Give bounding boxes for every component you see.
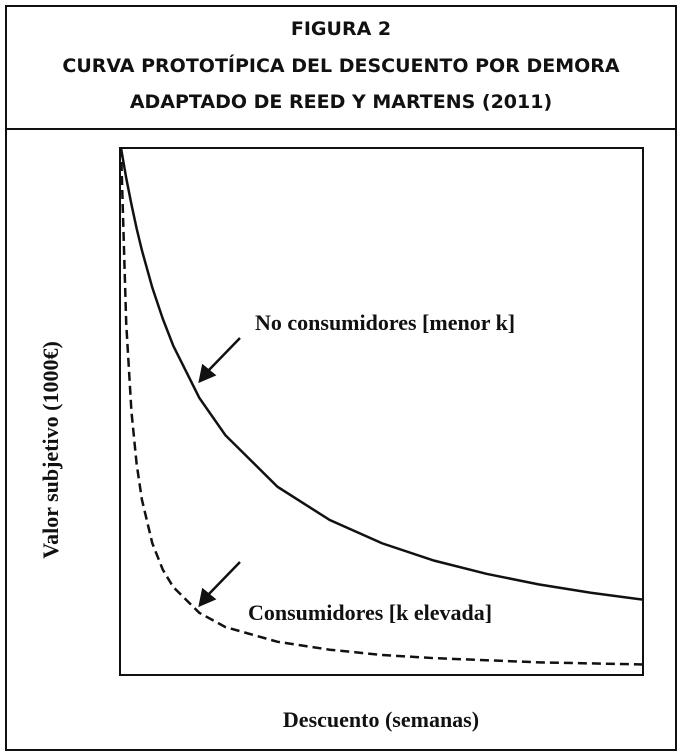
arrow: [206, 337, 241, 373]
arrows: [198, 337, 241, 608]
arrow-head: [198, 363, 217, 384]
series-label: No consumidores [menor k]: [255, 310, 515, 335]
x-axis-label: Descuento (semanas): [283, 707, 479, 732]
plot-frame: [119, 147, 644, 676]
data-line: [119, 147, 644, 601]
data-line: [119, 147, 644, 666]
chart-title: FIGURA 2: [291, 18, 391, 40]
chart-title: ADAPTADO DE REED Y MARTENS (2011): [130, 91, 552, 113]
chart-title: CURVA PROTOTÍPICA DEL DESCUENTO POR DEMO…: [62, 54, 619, 77]
series-label: Consumidores [k elevada]: [248, 600, 492, 625]
arrow-head: [198, 587, 217, 608]
y-axis-label: Valor subjetivo (1000€): [38, 341, 63, 559]
outer-frame: [5, 5, 677, 751]
arrow: [206, 561, 241, 597]
